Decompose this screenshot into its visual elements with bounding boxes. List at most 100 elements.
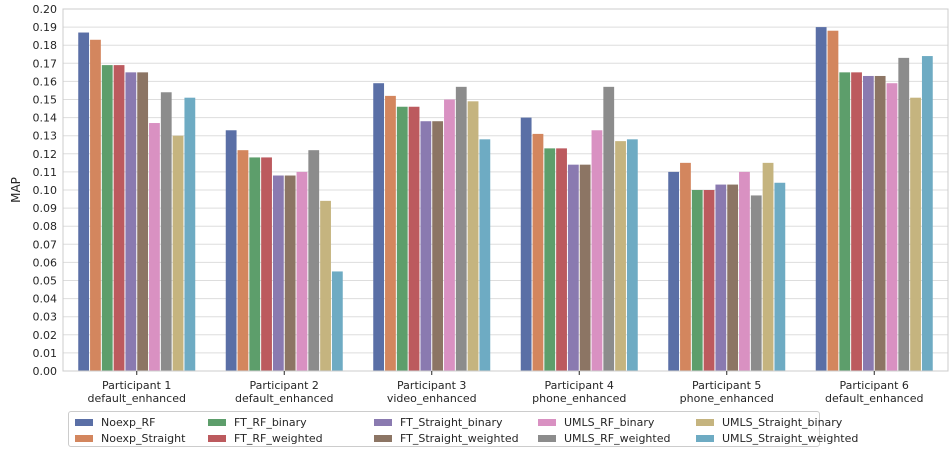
- bar-FT_Straight_binary-4: [567, 164, 579, 371]
- y-tick-label: 0.18: [33, 39, 58, 52]
- y-tick-label: 0.02: [33, 329, 58, 342]
- x-tick-label: Participant 3: [397, 379, 466, 392]
- bar-UMLS_RF_binary-2: [296, 171, 308, 371]
- bar-FT_Straight_weighted-4: [579, 164, 591, 371]
- bar-Noexp_RF-3: [373, 83, 385, 372]
- legend-swatch: [374, 418, 392, 426]
- bar-Noexp_Straight-1: [90, 39, 101, 372]
- bar-FT_RF_weighted-1: [113, 65, 125, 372]
- legend-item: FT_RF_binary: [208, 414, 374, 430]
- legend-swatch: [75, 434, 93, 442]
- bar-UMLS_Straight_weighted-2: [331, 271, 343, 371]
- y-tick-label: 0.17: [33, 57, 58, 70]
- legend-item: UMLS_RF_binary: [538, 414, 696, 430]
- bar-Noexp_Straight-2: [237, 150, 249, 371]
- y-tick-label: 0.20: [33, 3, 58, 16]
- legend-swatch: [538, 434, 556, 442]
- bar-UMLS_Straight_binary-4: [615, 141, 626, 371]
- x-tick-label: default_enhanced: [825, 392, 923, 405]
- legend-item: FT_Straight_binary: [374, 414, 538, 430]
- y-tick-label: 0.00: [33, 365, 58, 378]
- bar-FT_RF_binary-3: [396, 106, 408, 372]
- legend-label: UMLS_Straight_weighted: [722, 431, 859, 445]
- bar-FT_Straight_binary-6: [862, 75, 874, 371]
- bar-FT_RF_weighted-4: [556, 148, 567, 371]
- legend-item: FT_RF_weighted: [208, 430, 374, 446]
- bar-Noexp_Straight-6: [827, 30, 839, 371]
- y-tick-label: 0.08: [33, 220, 58, 233]
- legend-item: Noexp_Straight: [75, 430, 208, 446]
- bar-Noexp_RF-1: [78, 32, 90, 371]
- bar-UMLS_RF_weighted-1: [160, 92, 172, 371]
- legend-item: UMLS_RF_weighted: [538, 430, 696, 446]
- bar-UMLS_RF_binary-1: [149, 123, 160, 371]
- y-tick-label: 0.04: [33, 293, 58, 306]
- grid-lines: [63, 8, 948, 372]
- bar-FT_Straight_weighted-5: [727, 184, 739, 371]
- bar-UMLS_Straight_weighted-3: [479, 139, 491, 371]
- bar-UMLS_Straight_weighted-6: [921, 56, 933, 372]
- legend-item: Noexp_RF: [75, 414, 208, 430]
- y-tick-label: 0.06: [33, 256, 58, 269]
- bar-FT_RF_binary-2: [249, 157, 261, 371]
- bar-FT_Straight_binary-5: [715, 184, 727, 371]
- bar-UMLS_RF_binary-6: [886, 83, 898, 372]
- legend-label: UMLS_RF_weighted: [564, 431, 671, 445]
- bar-UMLS_Straight_binary-1: [172, 135, 184, 371]
- y-tick-label: 0.01: [33, 347, 58, 360]
- bar-UMLS_Straight_weighted-5: [774, 182, 786, 371]
- bar-FT_RF_weighted-3: [408, 106, 420, 372]
- bar-UMLS_Straight_binary-3: [467, 101, 479, 371]
- bar-UMLS_Straight_weighted-4: [626, 139, 638, 371]
- legend-swatch: [538, 418, 556, 426]
- bar-Noexp_RF-5: [668, 171, 680, 371]
- x-tick-label: Participant 6: [840, 379, 909, 392]
- bar-UMLS_RF_weighted-2: [308, 150, 320, 371]
- legend-label: Noexp_Straight: [101, 431, 186, 445]
- legend-swatch: [696, 418, 714, 426]
- bar-UMLS_RF_weighted-4: [603, 86, 615, 371]
- bar-FT_RF_binary-5: [691, 190, 703, 371]
- bar-Noexp_RF-2: [225, 130, 237, 371]
- bar-FT_Straight_weighted-1: [137, 72, 149, 371]
- y-axis-label: MAP: [9, 177, 23, 203]
- bar-FT_RF_weighted-6: [851, 72, 862, 371]
- x-tick-label: phone_enhanced: [680, 392, 774, 405]
- legend-swatch: [75, 418, 93, 426]
- legend-item: UMLS_Straight_binary: [696, 414, 856, 430]
- bar-UMLS_Straight_binary-5: [762, 162, 774, 371]
- bar-FT_RF_weighted-5: [703, 190, 715, 371]
- x-tick-label: Participant 4: [545, 379, 614, 392]
- bar-FT_RF_binary-4: [544, 148, 556, 371]
- legend-label: FT_RF_weighted: [234, 431, 323, 445]
- x-tick-label: Participant 2: [250, 379, 319, 392]
- legend-swatch: [208, 418, 226, 426]
- plot-frame: [62, 8, 949, 372]
- bars: [78, 27, 933, 372]
- legend-label: FT_RF_binary: [234, 415, 307, 429]
- bar-UMLS_Straight_binary-2: [320, 200, 331, 371]
- y-tick-label: 0.11: [33, 166, 58, 179]
- bar-UMLS_Straight_weighted-1: [184, 97, 196, 371]
- y-tick-label: 0.09: [33, 202, 58, 215]
- legend-label: UMLS_RF_binary: [564, 415, 655, 429]
- x-tick-label: video_enhanced: [387, 392, 477, 405]
- bar-UMLS_Straight_binary-6: [910, 97, 921, 371]
- x-tick-label: default_enhanced: [235, 392, 333, 405]
- bar-Noexp_Straight-3: [385, 95, 396, 371]
- bar-UMLS_RF_weighted-5: [750, 195, 762, 371]
- bar-UMLS_RF_weighted-6: [898, 57, 910, 372]
- bar-Noexp_Straight-4: [532, 133, 544, 371]
- y-tick-label: 0.19: [33, 21, 58, 34]
- bar-FT_RF_binary-1: [101, 65, 113, 372]
- y-tick-label: 0.15: [33, 94, 58, 107]
- legend-item: UMLS_Straight_weighted: [696, 430, 859, 446]
- bar-Noexp_Straight-5: [680, 162, 691, 371]
- y-tick-label: 0.05: [33, 275, 58, 288]
- bar-UMLS_RF_binary-3: [444, 99, 455, 371]
- bar-FT_RF_binary-6: [839, 72, 851, 371]
- y-tick-label: 0.14: [33, 112, 58, 125]
- y-tick-label: 0.07: [33, 238, 58, 251]
- bar-FT_Straight_weighted-3: [432, 121, 444, 371]
- bar-UMLS_RF_binary-4: [591, 130, 603, 371]
